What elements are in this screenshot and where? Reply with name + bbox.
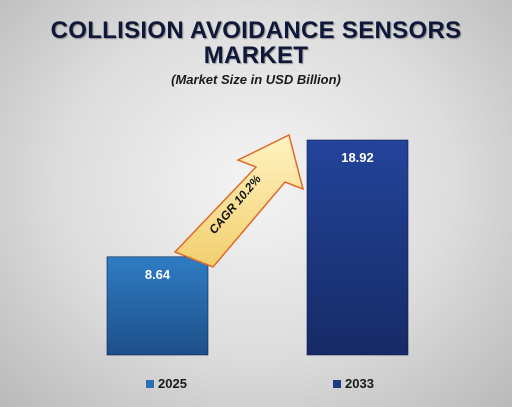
legend-label-2033: 2033 (345, 376, 374, 391)
chart-subtitle: (Market Size in USD Billion) (171, 72, 341, 87)
chart-title-line1: COLLISION AVOIDANCE SENSORS (50, 17, 462, 44)
legend-item-2033: 2033 (333, 376, 374, 391)
cagr-arrow-shape (173, 133, 305, 268)
bar-value-label-2025: 8.64 (145, 267, 171, 282)
bar-value-label-2033: 18.92 (341, 150, 374, 165)
bars-group: 8.64 18.92 (106, 139, 409, 356)
legend-swatch-2033 (333, 379, 341, 388)
legend-swatch-2025 (146, 379, 154, 388)
chart-title: COLLISION AVOIDANCE SENSORS MARKET (0, 18, 512, 68)
bar-2025 (106, 256, 209, 356)
cagr-arrow: CAGR 10.2% (173, 133, 305, 268)
bar-2033 (306, 139, 409, 356)
legend-item-2025: 2025 (146, 376, 187, 391)
chart-title-line2: MARKET (203, 42, 309, 69)
legend-label-2025: 2025 (158, 376, 187, 391)
